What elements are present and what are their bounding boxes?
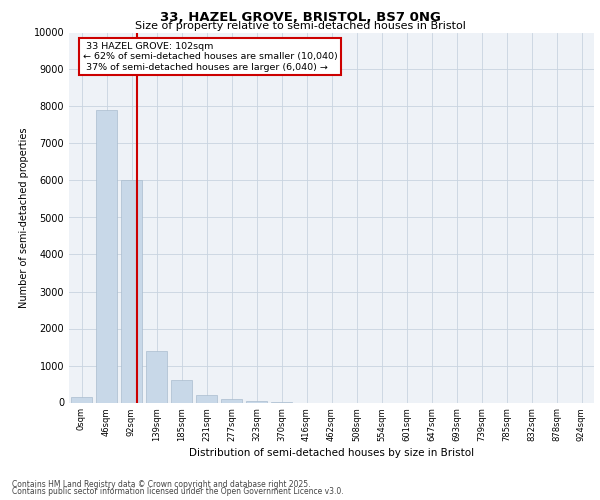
Text: 33, HAZEL GROVE, BRISTOL, BS7 0NG: 33, HAZEL GROVE, BRISTOL, BS7 0NG [160,11,440,24]
Bar [196,395,217,402]
X-axis label: Distribution of semi-detached houses by size in Bristol: Distribution of semi-detached houses by … [189,448,474,458]
Text: Size of property relative to semi-detached houses in Bristol: Size of property relative to semi-detach… [134,21,466,31]
Bar [96,110,117,403]
Y-axis label: Number of semi-detached properties: Number of semi-detached properties [19,127,29,308]
Bar [121,180,142,402]
Bar [246,400,267,402]
Text: Contains public sector information licensed under the Open Government Licence v3: Contains public sector information licen… [12,487,344,496]
Bar [221,399,242,402]
Bar [171,380,192,402]
Text: 33 HAZEL GROVE: 102sqm
← 62% of semi-detached houses are smaller (10,040)
 37% o: 33 HAZEL GROVE: 102sqm ← 62% of semi-det… [83,42,337,72]
Text: Contains HM Land Registry data © Crown copyright and database right 2025.: Contains HM Land Registry data © Crown c… [12,480,311,489]
Bar [71,397,92,402]
Bar [146,350,167,403]
